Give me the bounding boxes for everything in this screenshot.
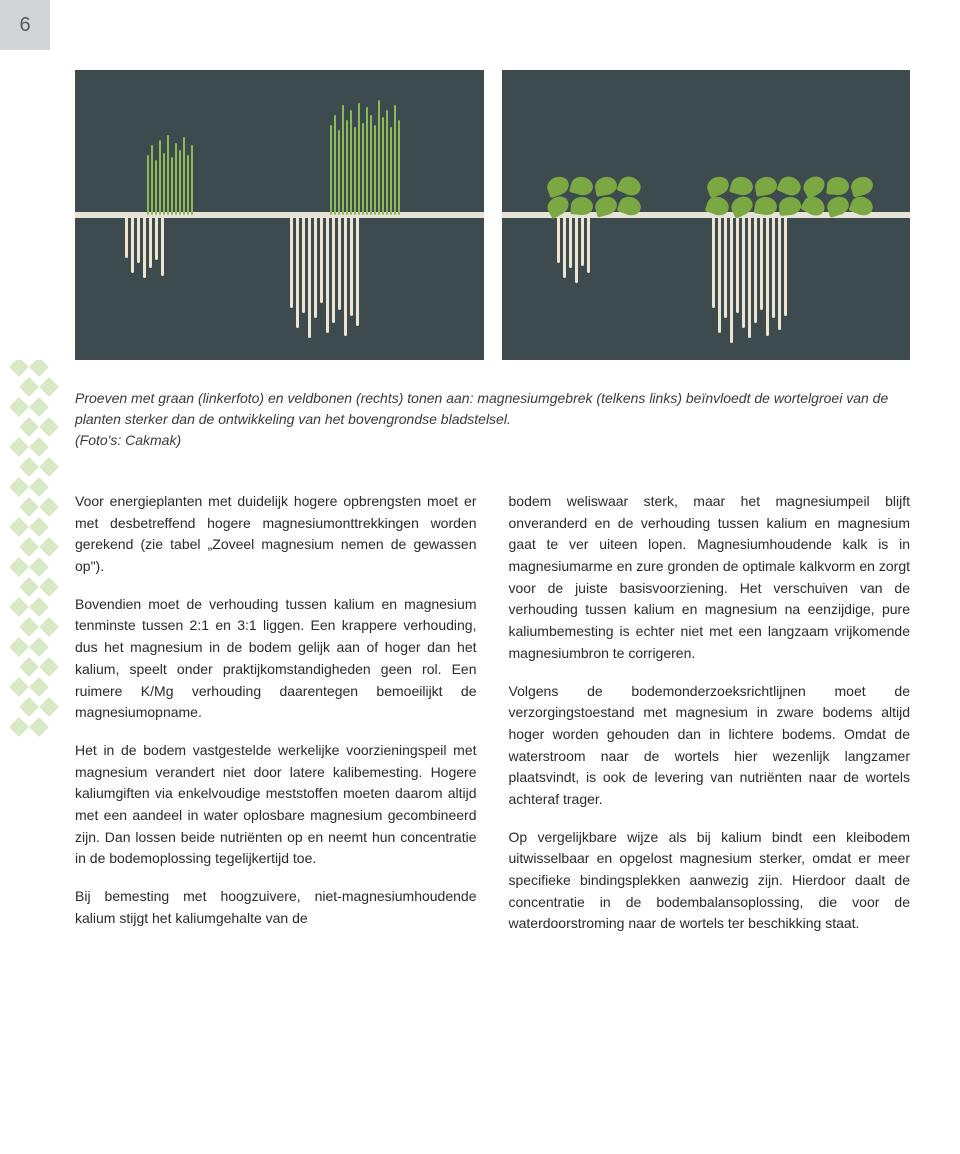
- right-column: bodem weliswaar sterk, maar het magnesiu…: [509, 491, 911, 951]
- left-p2: Bovendien moet de verhouding tussen kali…: [75, 594, 477, 724]
- right-p1: bodem weliswaar sterk, maar het magnesiu…: [509, 491, 911, 665]
- left-p3: Het in de bodem vastgestelde werkelijke …: [75, 740, 477, 870]
- right-p3: Op vergelijkbare wijze als bij kalium bi…: [509, 827, 911, 935]
- photo-grain: [75, 70, 484, 360]
- page-number: 6: [19, 14, 30, 37]
- left-p1: Voor energieplanten met duidelijk hogere…: [75, 491, 477, 578]
- right-p2: Volgens de bodemonderzoeksrichtlijnen mo…: [509, 681, 911, 811]
- body-columns: Voor energieplanten met duidelijk hogere…: [0, 451, 960, 1011]
- page-number-tab: 6: [0, 0, 50, 50]
- photo-row: [0, 0, 960, 380]
- photo-beans: [502, 70, 911, 360]
- caption-credit: (Foto's: Cakmak): [75, 432, 181, 448]
- left-column: Voor energieplanten met duidelijk hogere…: [75, 491, 477, 951]
- photo-caption: Proeven met graan (linkerfoto) en veldbo…: [0, 380, 960, 451]
- left-p4: Bij bemesting met hoogzuivere, niet-magn…: [75, 886, 477, 929]
- caption-text: Proeven met graan (linkerfoto) en veldbo…: [75, 390, 888, 427]
